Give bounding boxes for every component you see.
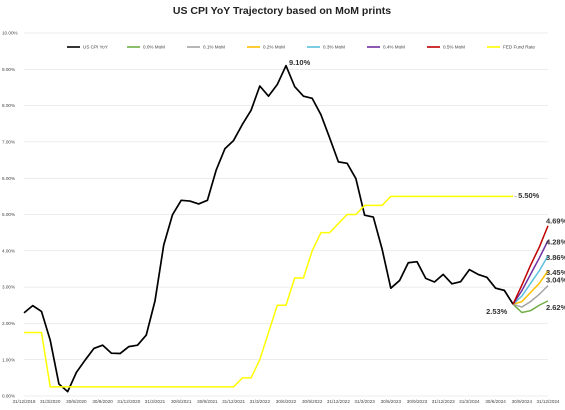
legend-label: 0.0% MoM [143, 45, 165, 50]
y-tick-label: 9.00% [2, 67, 15, 72]
y-axis-ticks: 0.00% 1.00% 2.00% 3.00% 4.00% 5.00% 6.00% 7.00%… [2, 31, 18, 399]
x-tick-label: 30/6/2022 [276, 399, 297, 404]
grid-lines [24, 32, 548, 397]
x-tick-label: 31/3/2021 [145, 399, 166, 404]
annotation-label: 3.45% [546, 268, 565, 277]
y-tick-label: 5.00% [2, 212, 15, 217]
x-tick-label: 30/9/2024 [512, 399, 533, 404]
series-line [512, 240, 549, 305]
series-line [24, 195, 514, 388]
annotation-label: 3.04% [546, 276, 565, 285]
series-line [512, 270, 549, 305]
series-line [512, 225, 549, 305]
x-tick-label: 31/12/2022 [327, 399, 350, 404]
y-tick-label: 10.00% [2, 31, 18, 36]
x-tick-label: 30/9/2020 [92, 399, 113, 404]
x-tick-label: 31/12/2021 [222, 399, 245, 404]
x-tick-label: 30/9/2022 [302, 399, 323, 404]
annotation-label: 2.62% [546, 303, 565, 312]
y-tick-label: 8.00% [2, 103, 15, 108]
series-line [512, 255, 549, 305]
y-tick-label: 2.00% [2, 321, 15, 326]
series-line [512, 285, 549, 308]
y-tick-label: 1.00% [2, 357, 15, 362]
y-tick-label: 4.00% [2, 248, 15, 253]
annotation-label: 2.53% [486, 307, 508, 316]
annotation-label: 4.28% [546, 238, 565, 247]
chart-title: US CPI YoY Trajectory based on MoM print… [173, 5, 391, 17]
annotation-label: 4.69% [546, 216, 565, 225]
y-tick-label: 3.00% [2, 285, 15, 290]
y-tick-label: 0.00% [2, 394, 15, 399]
annotation-label: 9.10% [289, 58, 311, 67]
legend-label: 0.3% MoM [323, 45, 345, 50]
y-tick-label: 7.00% [2, 140, 15, 145]
legend-label: FED Fund Rate [503, 45, 535, 50]
x-tick-label: 31/12/2024 [537, 399, 560, 404]
x-tick-label: 31/12/2019 [13, 399, 36, 404]
x-tick-label: 31/3/2023 [354, 399, 375, 404]
series-line [23, 64, 514, 393]
x-tick-label: 31/3/2024 [459, 399, 480, 404]
y-tick-label: 6.00% [2, 176, 15, 181]
series-lines [23, 64, 549, 393]
x-tick-label: 31/3/2020 [40, 399, 61, 404]
series-line [512, 300, 549, 314]
x-tick-label: 30/6/2020 [66, 399, 87, 404]
x-tick-label: 31/12/2023 [432, 399, 455, 404]
x-tick-label: 30/9/2023 [407, 399, 428, 404]
legend-label: 0.2% MoM [263, 45, 285, 50]
legend-label: US CPI YoY [83, 45, 108, 50]
annotations: 9.10% 5.50% 4.69% 4.28% 3.86% 3.45%3.04% 2.62%… [289, 58, 565, 316]
legend-label: 0.4% MoM [383, 45, 405, 50]
x-axis-ticks: 31/12/2019 31/3/2020 30/6/2020 30/9/2020 31/… [13, 399, 560, 404]
annotation-label: 5.50% [518, 191, 540, 200]
legend-label: 0.5% MoM [443, 45, 465, 50]
x-tick-label: 30/6/2023 [381, 399, 402, 404]
x-tick-label: 31/12/2020 [117, 399, 140, 404]
x-tick-label: 31/3/2022 [250, 399, 271, 404]
annotation-label: 3.86% [546, 253, 565, 262]
x-tick-label: 30/6/2024 [485, 399, 506, 404]
x-tick-label: 30/9/2021 [197, 399, 218, 404]
x-tick-label: 30/6/2021 [171, 399, 192, 404]
legend: US CPI YoY 0.0% MoM 0.1% MoM 0.2% MoM 0.3% M… [67, 45, 535, 50]
legend-label: 0.1% MoM [203, 45, 225, 50]
